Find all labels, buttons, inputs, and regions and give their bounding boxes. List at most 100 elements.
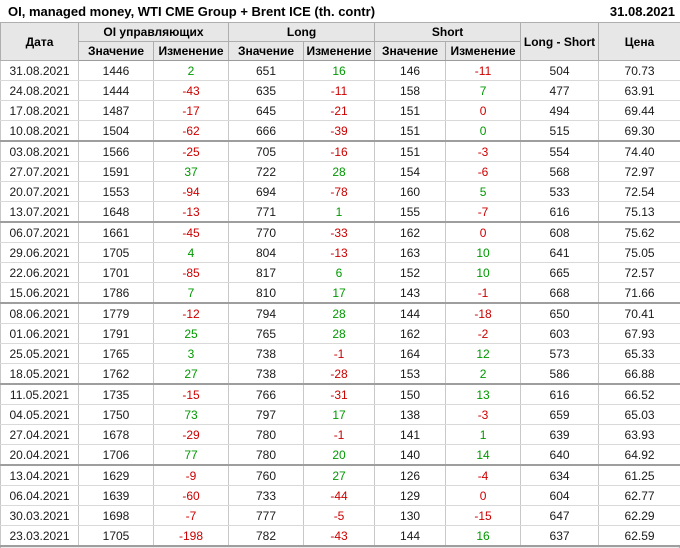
short-change-cell: -7 bbox=[445, 201, 522, 223]
date-cell: 27.04.2021 bbox=[0, 424, 79, 445]
long-value-cell: 694 bbox=[228, 181, 305, 202]
net-cell: 637 bbox=[520, 525, 600, 547]
long-change-cell: -21 bbox=[303, 100, 376, 121]
short-change-cell: 10 bbox=[445, 242, 522, 263]
price-cell: 75.13 bbox=[598, 201, 680, 223]
oi-change-cell: -25 bbox=[152, 141, 230, 162]
oi-value-cell: 1750 bbox=[78, 404, 154, 425]
oi-change-cell: 27 bbox=[152, 363, 230, 385]
oi-value-cell: 1566 bbox=[78, 141, 154, 162]
oi-value-cell: 1629 bbox=[78, 465, 154, 486]
long-value-cell: 738 bbox=[228, 343, 305, 364]
col-header-oi-change: Изменение bbox=[152, 41, 230, 61]
short-value-cell: 152 bbox=[374, 262, 447, 283]
long-change-cell: 27 bbox=[303, 465, 376, 486]
date-cell: 18.05.2021 bbox=[0, 363, 79, 385]
date-cell: 20.07.2021 bbox=[0, 181, 79, 202]
date-cell: 06.07.2021 bbox=[0, 222, 79, 243]
table-row: 24.08.2021 1444 -43 635 -11 158 7 477 63.91 bbox=[0, 80, 680, 101]
date-cell: 17.08.2021 bbox=[0, 100, 79, 121]
date-cell: 24.08.2021 bbox=[0, 80, 79, 101]
long-change-cell: 20 bbox=[303, 444, 376, 466]
col-header-oi-group: OI управляющих bbox=[77, 22, 230, 42]
col-header-date: Дата bbox=[0, 22, 79, 61]
short-value-cell: 150 bbox=[374, 384, 447, 405]
long-change-cell: -1 bbox=[303, 343, 376, 364]
table-body: 31.08.2021 1446 2 651 16 146 -11 504 70.73 24.08.… bbox=[0, 60, 680, 547]
oi-change-cell: 4 bbox=[152, 242, 230, 263]
table-row: 13.07.2021 1648 -13 771 1 155 -7 616 75.13 bbox=[0, 201, 680, 223]
net-cell: 616 bbox=[520, 201, 600, 223]
date-cell: 22.06.2021 bbox=[0, 262, 79, 283]
table-row: 13.04.2021 1629 -9 760 27 126 -4 634 61.25 bbox=[0, 465, 680, 486]
oi-change-cell: 7 bbox=[152, 282, 230, 304]
long-change-cell: -31 bbox=[303, 384, 376, 405]
price-cell: 69.30 bbox=[598, 120, 680, 142]
oi-value-cell: 1786 bbox=[78, 282, 154, 304]
price-cell: 67.93 bbox=[598, 323, 680, 344]
report-title: OI, managed money, WTI CME Group + Brent… bbox=[8, 4, 376, 19]
long-value-cell: 777 bbox=[228, 505, 305, 526]
long-value-cell: 733 bbox=[228, 485, 305, 506]
short-value-cell: 143 bbox=[374, 282, 447, 304]
net-cell: 603 bbox=[520, 323, 600, 344]
short-value-cell: 138 bbox=[374, 404, 447, 425]
short-value-cell: 151 bbox=[374, 120, 447, 142]
table-row: 31.08.2021 1446 2 651 16 146 -11 504 70.73 bbox=[0, 60, 680, 81]
net-cell: 639 bbox=[520, 424, 600, 445]
date-cell: 15.06.2021 bbox=[0, 282, 79, 304]
oi-value-cell: 1661 bbox=[78, 222, 154, 243]
short-value-cell: 146 bbox=[374, 60, 447, 81]
short-change-cell: 0 bbox=[445, 120, 522, 142]
table-row: 15.06.2021 1786 7 810 17 143 -1 668 71.66 bbox=[0, 282, 680, 304]
oi-value-cell: 1446 bbox=[78, 60, 154, 81]
oi-change-cell: -9 bbox=[152, 465, 230, 486]
long-value-cell: 804 bbox=[228, 242, 305, 263]
net-cell: 640 bbox=[520, 444, 600, 466]
long-change-cell: 28 bbox=[303, 161, 376, 182]
short-value-cell: 126 bbox=[374, 465, 447, 486]
oi-value-cell: 1487 bbox=[78, 100, 154, 121]
oi-value-cell: 1765 bbox=[78, 343, 154, 364]
long-change-cell: -43 bbox=[303, 525, 376, 547]
price-cell: 65.03 bbox=[598, 404, 680, 425]
oi-value-cell: 1648 bbox=[78, 201, 154, 223]
short-value-cell: 162 bbox=[374, 222, 447, 243]
oi-value-cell: 1504 bbox=[78, 120, 154, 142]
oi-change-cell: -60 bbox=[152, 485, 230, 506]
price-cell: 72.97 bbox=[598, 161, 680, 182]
oi-change-cell: 77 bbox=[152, 444, 230, 466]
oi-change-cell: -29 bbox=[152, 424, 230, 445]
short-value-cell: 140 bbox=[374, 444, 447, 466]
short-change-cell: -4 bbox=[445, 465, 522, 486]
price-cell: 71.66 bbox=[598, 282, 680, 304]
oi-value-cell: 1444 bbox=[78, 80, 154, 101]
long-change-cell: 28 bbox=[303, 303, 376, 324]
net-cell: 608 bbox=[520, 222, 600, 243]
long-change-cell: 17 bbox=[303, 282, 376, 304]
long-change-cell: 17 bbox=[303, 404, 376, 425]
col-header-price: Цена bbox=[598, 22, 680, 61]
long-value-cell: 770 bbox=[228, 222, 305, 243]
net-cell: 659 bbox=[520, 404, 600, 425]
long-value-cell: 760 bbox=[228, 465, 305, 486]
net-cell: 650 bbox=[520, 303, 600, 324]
price-cell: 70.73 bbox=[598, 60, 680, 81]
long-value-cell: 645 bbox=[228, 100, 305, 121]
price-cell: 62.59 bbox=[598, 525, 680, 547]
date-cell: 31.08.2021 bbox=[0, 60, 79, 81]
long-value-cell: 666 bbox=[228, 120, 305, 142]
oi-change-cell: -13 bbox=[152, 201, 230, 223]
price-cell: 63.93 bbox=[598, 424, 680, 445]
long-value-cell: 780 bbox=[228, 444, 305, 466]
short-value-cell: 153 bbox=[374, 363, 447, 385]
net-cell: 665 bbox=[520, 262, 600, 283]
table-row: 06.07.2021 1661 -45 770 -33 162 0 608 75.62 bbox=[0, 222, 680, 243]
oi-change-cell: -198 bbox=[152, 525, 230, 547]
oi-value-cell: 1701 bbox=[78, 262, 154, 283]
short-change-cell: 0 bbox=[445, 100, 522, 121]
oi-change-cell: 25 bbox=[152, 323, 230, 344]
short-change-cell: 0 bbox=[445, 485, 522, 506]
date-cell: 06.04.2021 bbox=[0, 485, 79, 506]
